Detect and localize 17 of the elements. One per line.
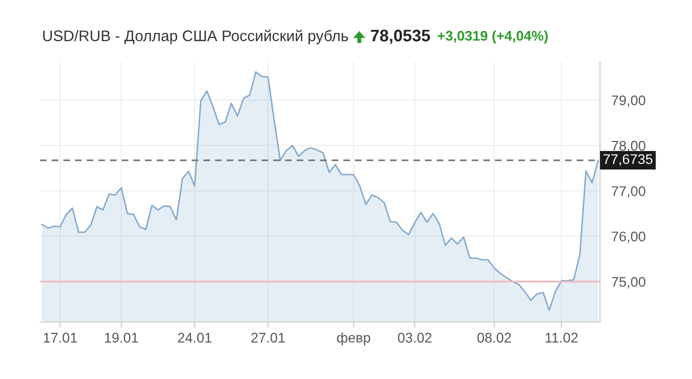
y-tick-label: 77,00 (612, 186, 646, 198)
x-tick-label: февр (337, 332, 370, 346)
x-tick-label: 27.01 (251, 332, 285, 343)
x-tick-label: 17.01 (44, 332, 77, 343)
y-tick-label: 76,00 (612, 232, 646, 244)
x-tick-label: 03.02 (398, 332, 432, 343)
y-tick-label: 75,00 (612, 276, 646, 288)
text: 78,0535 (370, 30, 430, 44)
x-tick-label: 08.02 (477, 332, 511, 343)
x-tick-label: 19.01 (104, 332, 138, 343)
y-tick-label: 79,00 (612, 95, 646, 107)
chart-title: USD/RUB - Доллар США Российский рубль (43, 30, 348, 44)
ref-line-label: 77,6735 (604, 154, 652, 166)
y-tick-label: 78,00 (612, 140, 646, 152)
text: +3,0319 (+4,04%) (438, 30, 548, 44)
x-tick-label: 24.01 (178, 332, 212, 343)
x-tick-label: 11.02 (546, 332, 578, 343)
